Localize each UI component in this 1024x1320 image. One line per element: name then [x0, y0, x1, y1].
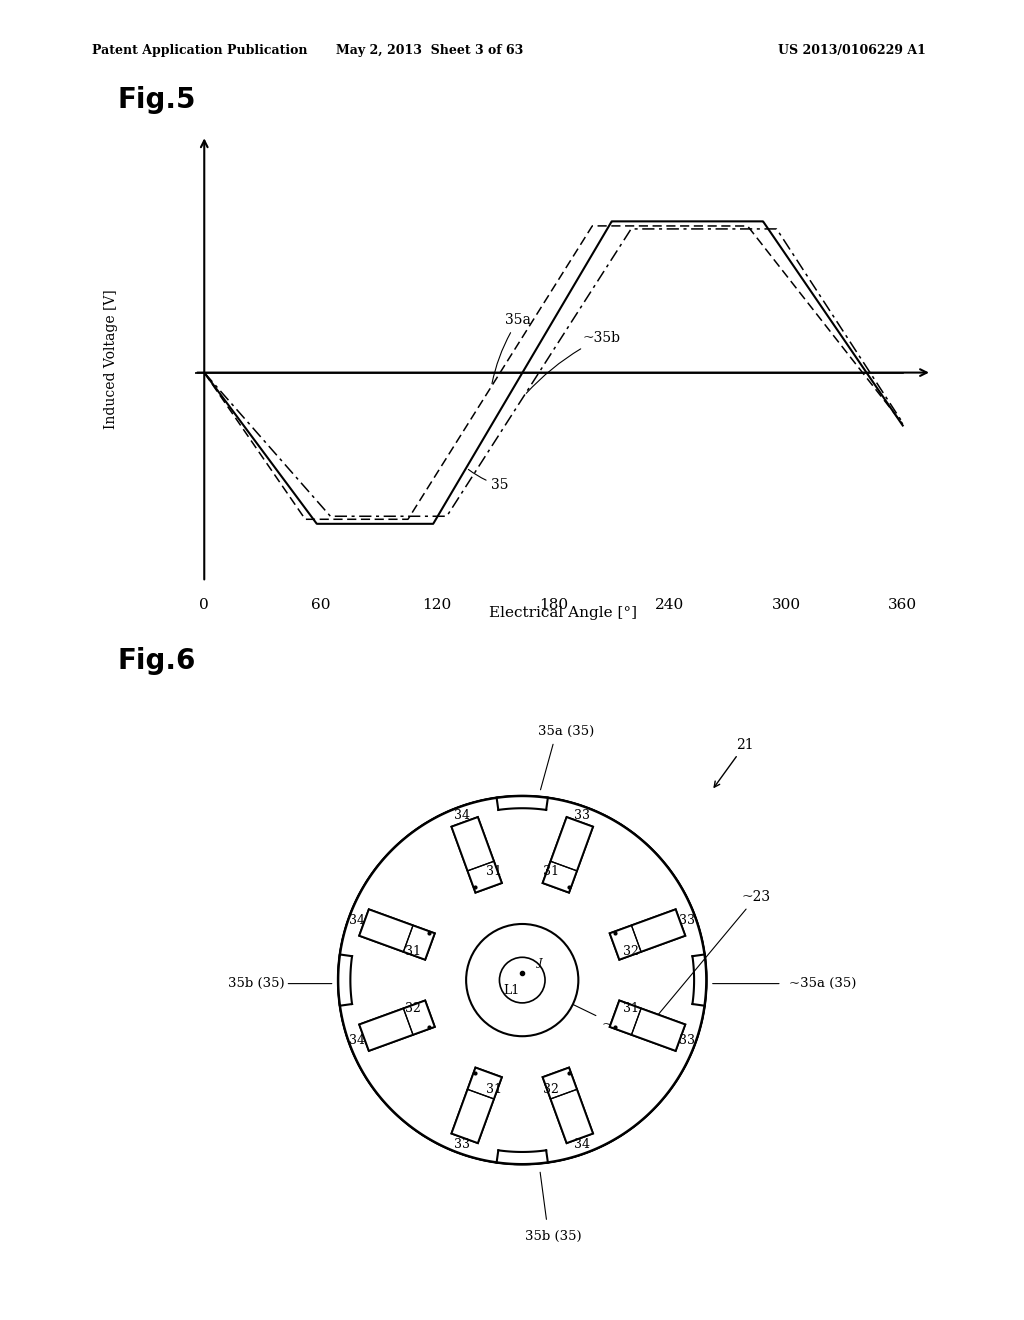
Polygon shape — [452, 817, 502, 892]
Polygon shape — [543, 817, 593, 892]
Text: 34: 34 — [349, 1034, 366, 1047]
Text: 32: 32 — [543, 1082, 559, 1096]
Text: 32: 32 — [406, 1002, 421, 1015]
Text: ~23: ~23 — [658, 890, 771, 1015]
Text: 35a: 35a — [492, 313, 530, 384]
Text: 35b (35): 35b (35) — [227, 977, 285, 990]
Text: 35b (35): 35b (35) — [525, 1230, 582, 1242]
Text: Patent Application Publication: Patent Application Publication — [92, 44, 307, 57]
Polygon shape — [452, 1068, 502, 1143]
Text: May 2, 2013  Sheet 3 of 63: May 2, 2013 Sheet 3 of 63 — [337, 44, 523, 57]
Text: L1: L1 — [504, 985, 520, 997]
Circle shape — [338, 796, 707, 1164]
Polygon shape — [609, 1001, 685, 1051]
Polygon shape — [338, 796, 707, 1164]
Polygon shape — [452, 817, 502, 892]
Text: 21: 21 — [714, 738, 754, 787]
Text: Fig.6: Fig.6 — [118, 647, 197, 675]
Text: 33: 33 — [455, 1138, 470, 1151]
Text: 31: 31 — [624, 1002, 639, 1015]
Text: 33: 33 — [574, 809, 590, 822]
Polygon shape — [359, 909, 435, 960]
Polygon shape — [359, 1001, 435, 1051]
Polygon shape — [452, 1068, 502, 1143]
Text: ~35a (35): ~35a (35) — [788, 977, 856, 990]
Polygon shape — [609, 1001, 685, 1051]
Polygon shape — [359, 1001, 435, 1051]
Text: 31: 31 — [406, 945, 421, 958]
Circle shape — [466, 924, 579, 1036]
Polygon shape — [543, 1068, 593, 1143]
Text: 33: 33 — [679, 913, 695, 927]
Polygon shape — [359, 909, 435, 960]
Text: 35a (35): 35a (35) — [538, 725, 594, 738]
Text: Electrical Angle [°]: Electrical Angle [°] — [489, 606, 637, 620]
Polygon shape — [543, 817, 593, 892]
Text: 34: 34 — [574, 1138, 590, 1151]
Text: 33: 33 — [679, 1034, 695, 1047]
Text: J: J — [538, 957, 542, 968]
Polygon shape — [609, 909, 685, 960]
Text: Fig.5: Fig.5 — [118, 86, 197, 114]
Text: 31: 31 — [485, 1082, 502, 1096]
Polygon shape — [543, 1068, 593, 1143]
Text: Induced Voltage [V]: Induced Voltage [V] — [104, 289, 118, 429]
Circle shape — [500, 957, 545, 1003]
Text: ~22: ~22 — [568, 1002, 631, 1032]
Text: 31: 31 — [485, 865, 502, 878]
Text: 31: 31 — [543, 865, 559, 878]
Text: ~35b: ~35b — [526, 330, 621, 393]
Text: 34: 34 — [349, 913, 366, 927]
Text: US 2013/0106229 A1: US 2013/0106229 A1 — [778, 44, 926, 57]
Text: 34: 34 — [455, 809, 470, 822]
Text: 32: 32 — [624, 945, 639, 958]
Polygon shape — [609, 909, 685, 960]
Polygon shape — [338, 796, 707, 1164]
Text: 35: 35 — [468, 470, 509, 492]
